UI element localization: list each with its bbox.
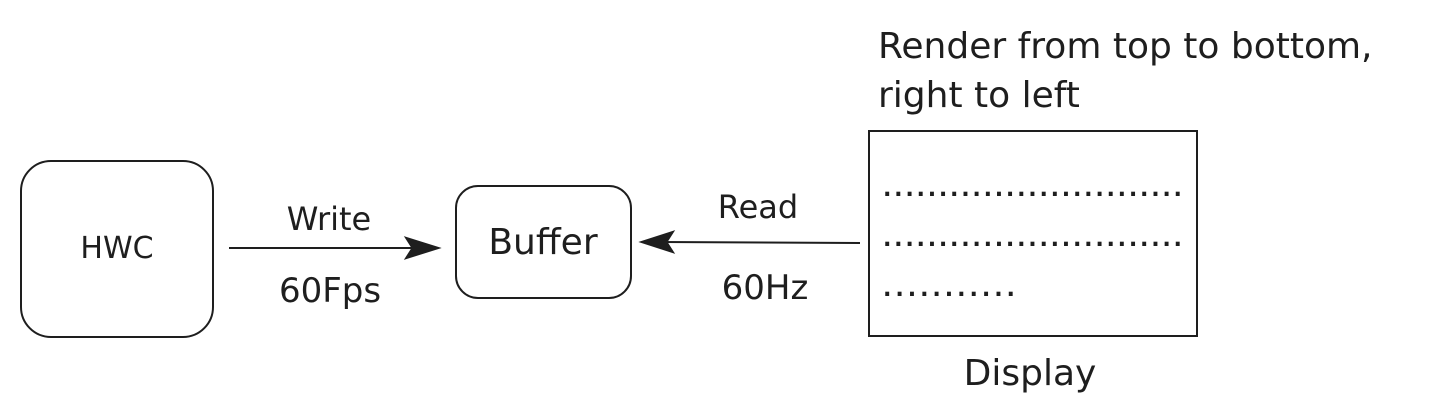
write-label: Write xyxy=(287,200,371,238)
note-line-1: Render from top to bottom, xyxy=(878,26,1373,67)
read-edge: Read 60Hz xyxy=(638,188,861,308)
hwc-node: HWC xyxy=(20,160,214,338)
read-label: Read xyxy=(718,188,798,226)
read-arrow-line xyxy=(659,241,861,244)
display-line-3: ........... xyxy=(880,274,1018,302)
display-node: ........................... ............… xyxy=(868,130,1198,394)
display-label: Display xyxy=(964,353,1097,394)
hwc-label: HWC xyxy=(80,231,153,266)
display-line-1: ........................... xyxy=(880,174,1185,202)
note-line-2: right to left xyxy=(878,75,1080,116)
buffer-box xyxy=(455,185,632,299)
display-line-2: ........................... xyxy=(880,224,1185,252)
read-rate: 60Hz xyxy=(722,268,809,308)
buffer-label: Buffer xyxy=(488,222,597,263)
write-edge: Write 60Fps xyxy=(229,200,442,311)
hwc-box xyxy=(20,160,214,338)
write-arrow-head xyxy=(403,236,442,260)
buffer-node: Buffer xyxy=(455,185,632,299)
display-box xyxy=(868,130,1198,337)
read-arrow-head xyxy=(638,230,676,254)
write-rate: 60Fps xyxy=(279,271,381,311)
